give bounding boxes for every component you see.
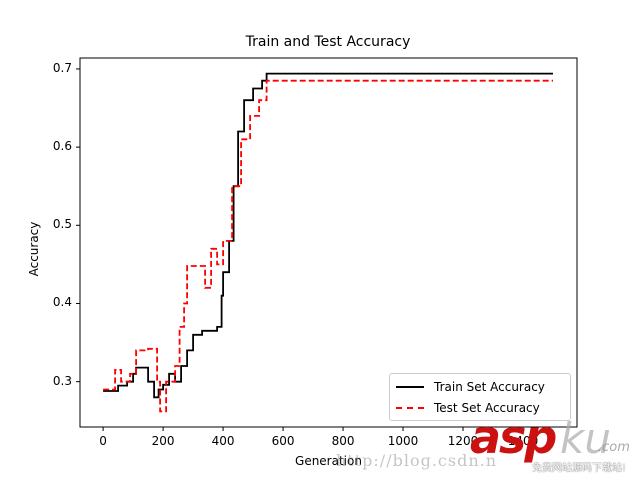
plot-frame bbox=[79, 57, 578, 428]
legend: Train Set Accuracy Test Set Accuracy bbox=[389, 373, 571, 421]
plot-lines bbox=[103, 72, 553, 413]
x-tick-label: 1200 bbox=[447, 434, 479, 448]
y-tick-label: 0.4 bbox=[52, 295, 72, 310]
watermark-logo-com: .com bbox=[598, 440, 630, 455]
chart-title: Train and Test Accuracy bbox=[245, 34, 411, 50]
x-axis-label: Generation bbox=[295, 454, 362, 468]
y-axis-label: Accuracy bbox=[27, 221, 41, 277]
x-tick-label: 400 bbox=[211, 434, 235, 448]
y-tick-label: 0.3 bbox=[52, 373, 72, 388]
solid-line-icon bbox=[396, 386, 424, 388]
y-tick-label: 0.5 bbox=[52, 217, 72, 232]
x-tick-label: 1000 bbox=[387, 434, 419, 448]
watermark-logo-asp: asp bbox=[470, 410, 557, 464]
y-tick-label: 0.6 bbox=[52, 139, 72, 154]
watermark-tagline: 免费网站源码下载站! bbox=[532, 463, 627, 474]
legend-item-test: Test Set Accuracy bbox=[396, 398, 540, 418]
x-tick-label: 1400 bbox=[507, 434, 539, 448]
x-tick-label: 200 bbox=[151, 434, 175, 448]
y-tick-label: 0.7 bbox=[52, 60, 72, 75]
train-accuracy-line bbox=[103, 72, 553, 399]
legend-item-train: Train Set Accuracy bbox=[396, 377, 545, 397]
x-tick-label: 0 bbox=[99, 434, 107, 448]
watermark-logo-ku: ku bbox=[560, 414, 611, 463]
legend-label-test: Test Set Accuracy bbox=[434, 401, 540, 415]
x-tick-label: 600 bbox=[271, 434, 295, 448]
watermark-url: http://blog.csdn.n bbox=[336, 451, 498, 470]
dashed-line-icon bbox=[396, 407, 424, 409]
axis-ticks bbox=[76, 68, 524, 431]
test-accuracy-line bbox=[103, 79, 553, 413]
legend-label-train: Train Set Accuracy bbox=[434, 380, 545, 394]
x-tick-label: 800 bbox=[331, 434, 355, 448]
